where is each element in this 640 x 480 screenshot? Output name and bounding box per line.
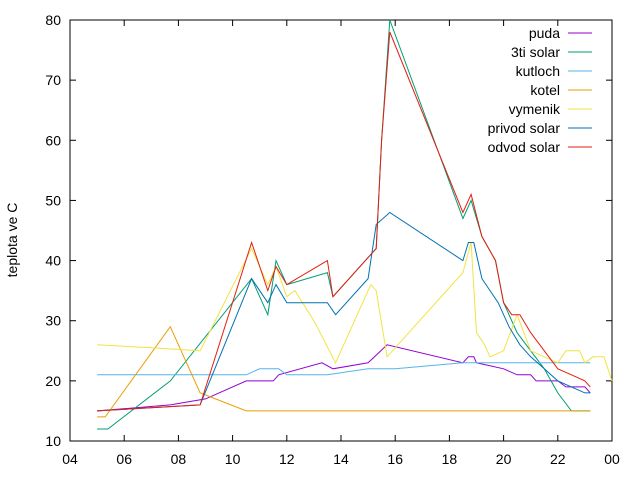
x-axis: 04 06 08 10 12 14 16 18 20 22 00: [62, 20, 620, 467]
y-tick-label: 50: [45, 192, 61, 208]
series-line-puda: [97, 344, 591, 412]
series-line-kutloch: [97, 362, 591, 376]
x-tick-label: 16: [387, 451, 403, 467]
x-tick-label: 12: [279, 451, 295, 467]
y-tick-label: 40: [45, 253, 61, 269]
series-line-kotel: [97, 325, 591, 418]
legend-label: vymenik: [509, 101, 561, 117]
y-tick-label: 70: [45, 72, 61, 88]
legend-label: kotel: [530, 82, 560, 98]
legend-label: puda: [529, 25, 560, 41]
legend-label: kutloch: [516, 63, 560, 79]
x-tick-label: 08: [171, 451, 187, 467]
legend-label: odvod solar: [488, 139, 561, 155]
y-tick-label: 10: [45, 433, 61, 449]
y-tick-label: 30: [45, 313, 61, 329]
y-tick-label: 80: [45, 12, 61, 28]
y-tick-label: 20: [45, 373, 61, 389]
x-tick-label: 06: [116, 451, 132, 467]
legend-label: 3ti solar: [511, 44, 560, 60]
x-tick-label: 18: [442, 451, 458, 467]
x-tick-label: 00: [604, 451, 620, 467]
series-line-3ti-solar: [97, 19, 591, 430]
y-axis-label: teplota ve C: [4, 203, 20, 278]
x-tick-label: 14: [333, 451, 349, 467]
x-tick-label: 10: [225, 451, 241, 467]
y-tick-label: 60: [45, 132, 61, 148]
x-tick-label: 04: [62, 451, 78, 467]
y-axis: 10 20 30 40 50 60 70 80: [45, 12, 612, 449]
series-line-odvod-solar: [97, 31, 591, 412]
series-line-privod-solar: [97, 211, 591, 412]
series-group: [97, 19, 613, 430]
x-tick-label: 20: [496, 451, 512, 467]
legend: puda 3ti solar kutloch kotel vymenik privod s…: [488, 25, 592, 155]
legend-label: privod solar: [488, 120, 561, 136]
x-tick-label: 22: [550, 451, 566, 467]
